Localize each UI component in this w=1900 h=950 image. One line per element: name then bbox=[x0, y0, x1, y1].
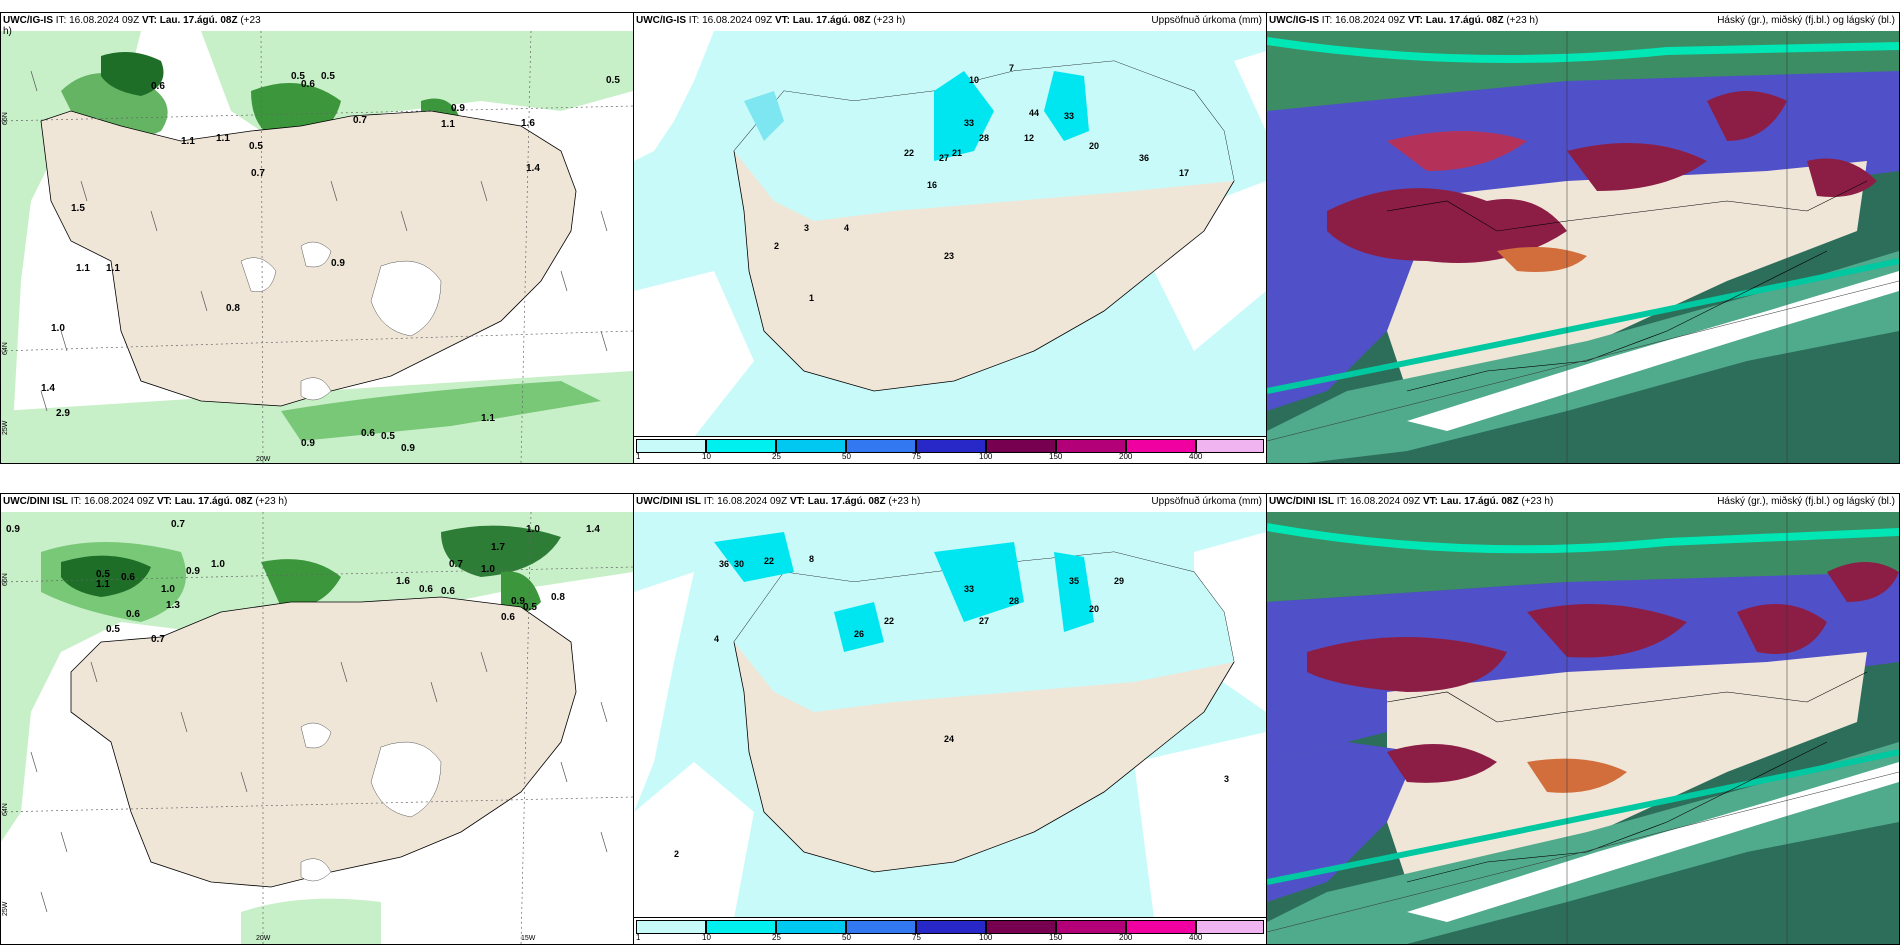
precip-value-label: 0.9 bbox=[186, 566, 200, 577]
panel-bottom-mid: UWC/DINI ISL IT: 16.08.2024 09Z VT: Lau.… bbox=[633, 493, 1267, 945]
lat-label-66: 66N bbox=[2, 573, 9, 586]
precip-value-label: 1.7 bbox=[491, 542, 505, 553]
svg-text:30 36 22 33: 30 36 22 33 35 29 20 28 27 26 22 24 8 4 … bbox=[674, 554, 1232, 859]
colorbar: 1 10 25 50 75 100 150 200 400 bbox=[634, 917, 1266, 944]
precip-value-label: 0.6 bbox=[126, 609, 140, 620]
panel-title: UWC/IG-IS IT: 16.08.2024 09Z VT: Lau. 17… bbox=[1269, 15, 1539, 26]
precip-value-label: 1.4 bbox=[41, 383, 55, 394]
lat-label-66: 66N bbox=[2, 112, 9, 125]
precip-value-label: 1.0 bbox=[51, 323, 65, 334]
precip-value-label: 0.7 bbox=[449, 559, 463, 570]
precip-value-label: 0.6 bbox=[301, 79, 315, 90]
wind-precip-map: 66N 64N 25W 20W 15W 0.9 0.71.00.90.5 0.61.… bbox=[1, 512, 633, 944]
precip-value-label: 1.1 bbox=[76, 263, 90, 274]
panel-right-title: Uppsöfnuð úrkoma (mm) bbox=[1151, 15, 1262, 26]
precip-value-label: 0.5 bbox=[523, 602, 537, 613]
lon-label-25: 25W bbox=[2, 420, 9, 435]
precip-value-label: 0.7 bbox=[251, 168, 265, 179]
precip-value-label: 0.5 bbox=[249, 141, 263, 152]
panel-right-title: Háský (gr.), miðský (fj.bl.) og lágský (… bbox=[1717, 15, 1895, 26]
precip-value-label: 1.3 bbox=[166, 600, 180, 611]
lon-label-15: 15W bbox=[521, 935, 536, 942]
precip-value-label: 0.9 bbox=[451, 103, 465, 114]
precip-value-label: 0.6 bbox=[441, 586, 455, 597]
precip-value-label: 2.9 bbox=[56, 408, 70, 419]
panel-title: UWC/DINI ISL IT: 16.08.2024 09Z VT: Lau.… bbox=[636, 496, 921, 507]
precip-value-label: 1.1 bbox=[441, 119, 455, 130]
colorbar: 1 10 25 50 75 100 150 200 400 bbox=[634, 436, 1266, 463]
wind-precip-map: 66N 64N 25W 20W 0.60.50.60.5 0.51.1 1.10.5… bbox=[1, 31, 633, 463]
panel-right-title: Uppsöfnuð úrkoma (mm) bbox=[1151, 496, 1262, 507]
panel-title: UWC/DINI ISL IT: 16.08.2024 09Z VT: Lau.… bbox=[1269, 496, 1554, 507]
precip-value-label: 0.8 bbox=[226, 303, 240, 314]
precip-value-label: 1.0 bbox=[526, 524, 540, 535]
cloud-layers-map bbox=[1267, 512, 1899, 944]
precip-value-label: 0.8 bbox=[551, 592, 565, 603]
svg-text:33 28 44 33: 33 28 44 33 20 36 17 21 27 22 16 23 7 10… bbox=[774, 63, 1192, 303]
precip-value-label: 1.1 bbox=[106, 263, 120, 274]
accum-precip-map: 30 36 22 33 35 29 20 28 27 26 22 24 8 4 … bbox=[634, 512, 1266, 918]
precip-value-label: 0.7 bbox=[353, 115, 367, 126]
panel-title: UWC/IG-IS IT: 16.08.2024 09Z VT: Lau. 17… bbox=[636, 15, 906, 26]
precip-value-label: 0.9 bbox=[511, 596, 525, 607]
panel-title: UWC/DINI ISL IT: 16.08.2024 09Z VT: Lau.… bbox=[3, 496, 288, 507]
precip-value-label: 0.6 bbox=[419, 584, 433, 595]
panel-right-title: Háský (gr.), miðský (fj.bl.) og lágský (… bbox=[1717, 496, 1895, 507]
precip-value-label: 0.9 bbox=[401, 443, 415, 454]
precip-value-label: 1.5 bbox=[71, 203, 85, 214]
panel-top-mid: UWC/IG-IS IT: 16.08.2024 09Z VT: Lau. 17… bbox=[633, 12, 1267, 464]
precip-value-label: 1.0 bbox=[481, 564, 495, 575]
precip-value-label: 0.5 bbox=[606, 75, 620, 86]
precip-value-label: 1.4 bbox=[526, 163, 540, 174]
lat-label-64: 64N bbox=[2, 803, 9, 816]
precip-value-label: 1.4 bbox=[586, 524, 600, 535]
panel-bottom-left: UWC/DINI ISL IT: 16.08.2024 09Z VT: Lau.… bbox=[0, 493, 634, 945]
precip-value-label: 1.1 bbox=[216, 133, 230, 144]
panel-top-right: UWC/IG-IS IT: 16.08.2024 09Z VT: Lau. 17… bbox=[1266, 12, 1900, 464]
lon-label-20: 20W bbox=[256, 456, 271, 463]
precip-value-label: 0.6 bbox=[121, 572, 135, 583]
precip-value-label: 0.6 bbox=[151, 81, 165, 92]
precip-value-label: 0.6 bbox=[501, 612, 515, 623]
precip-value-label: 1.1 bbox=[481, 413, 495, 424]
precip-value-label: 0.5 bbox=[106, 624, 120, 635]
precip-value-label: 0.9 bbox=[301, 438, 315, 449]
precip-value-label: 0.5 bbox=[291, 71, 305, 82]
precip-value-label: 0.5 bbox=[96, 569, 110, 580]
precip-value-label: 0.5 bbox=[381, 431, 395, 442]
precip-value-label: 0.6 bbox=[361, 428, 375, 439]
precip-value-label: 1.0 bbox=[211, 559, 225, 570]
lat-label-64: 64N bbox=[2, 342, 9, 355]
precip-value-label: 1.6 bbox=[521, 118, 535, 129]
precip-value-label: 1.6 bbox=[396, 576, 410, 587]
precip-value-label: 1.1 bbox=[96, 579, 110, 590]
accum-precip-map: 33 28 44 33 20 36 17 21 27 22 16 23 7 10… bbox=[634, 31, 1266, 437]
precip-value-label: 1.0 bbox=[161, 584, 175, 595]
panel-bottom-right: UWC/DINI ISL IT: 16.08.2024 09Z VT: Lau.… bbox=[1266, 493, 1900, 945]
precip-value-label: 0.9 bbox=[6, 524, 20, 535]
panel-title: UWC/IG-IS IT: 16.08.2024 09Z VT: Lau. 17… bbox=[3, 15, 261, 37]
precip-value-label: 0.9 bbox=[331, 258, 345, 269]
precip-value-label: 1.1 bbox=[181, 136, 195, 147]
lon-label-25: 25W bbox=[2, 901, 9, 916]
lon-label-20: 20W bbox=[256, 935, 271, 942]
precip-value-label: 0.5 bbox=[321, 71, 335, 82]
precip-value-label: 0.7 bbox=[151, 634, 165, 645]
precip-value-label: 0.7 bbox=[171, 519, 185, 530]
panel-top-left: UWC/IG-IS IT: 16.08.2024 09Z VT: Lau. 17… bbox=[0, 12, 634, 464]
cloud-layers-map bbox=[1267, 31, 1899, 463]
